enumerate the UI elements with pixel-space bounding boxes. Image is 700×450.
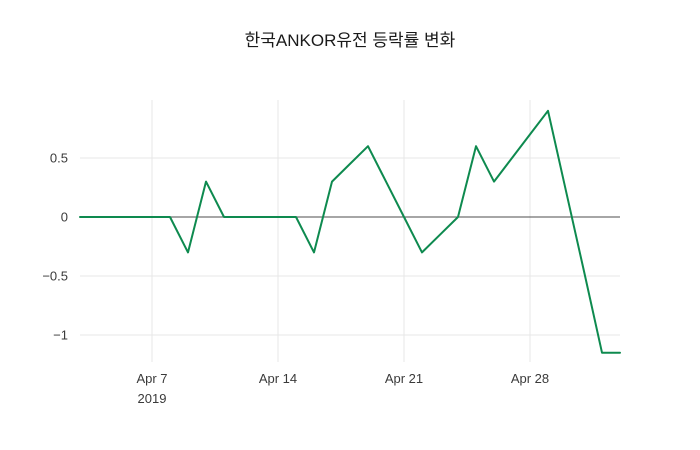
- y-tick-label: 0.5: [50, 151, 68, 166]
- chart-title: 한국ANKOR유전 등락률 변화: [244, 31, 456, 50]
- x-tick-label: Apr 14: [259, 371, 297, 386]
- y-tick-label: −0.5: [42, 269, 68, 284]
- series-line: [79, 109, 621, 354]
- x-tick-label: Apr 28: [511, 371, 549, 386]
- x-tick-label: Apr 7: [136, 371, 167, 386]
- x-tick-label: Apr 21: [385, 371, 423, 386]
- x-tick-sublabel: 2019: [138, 391, 167, 406]
- y-tick-label: −1: [53, 328, 68, 343]
- y-tick-label: 0: [61, 210, 68, 225]
